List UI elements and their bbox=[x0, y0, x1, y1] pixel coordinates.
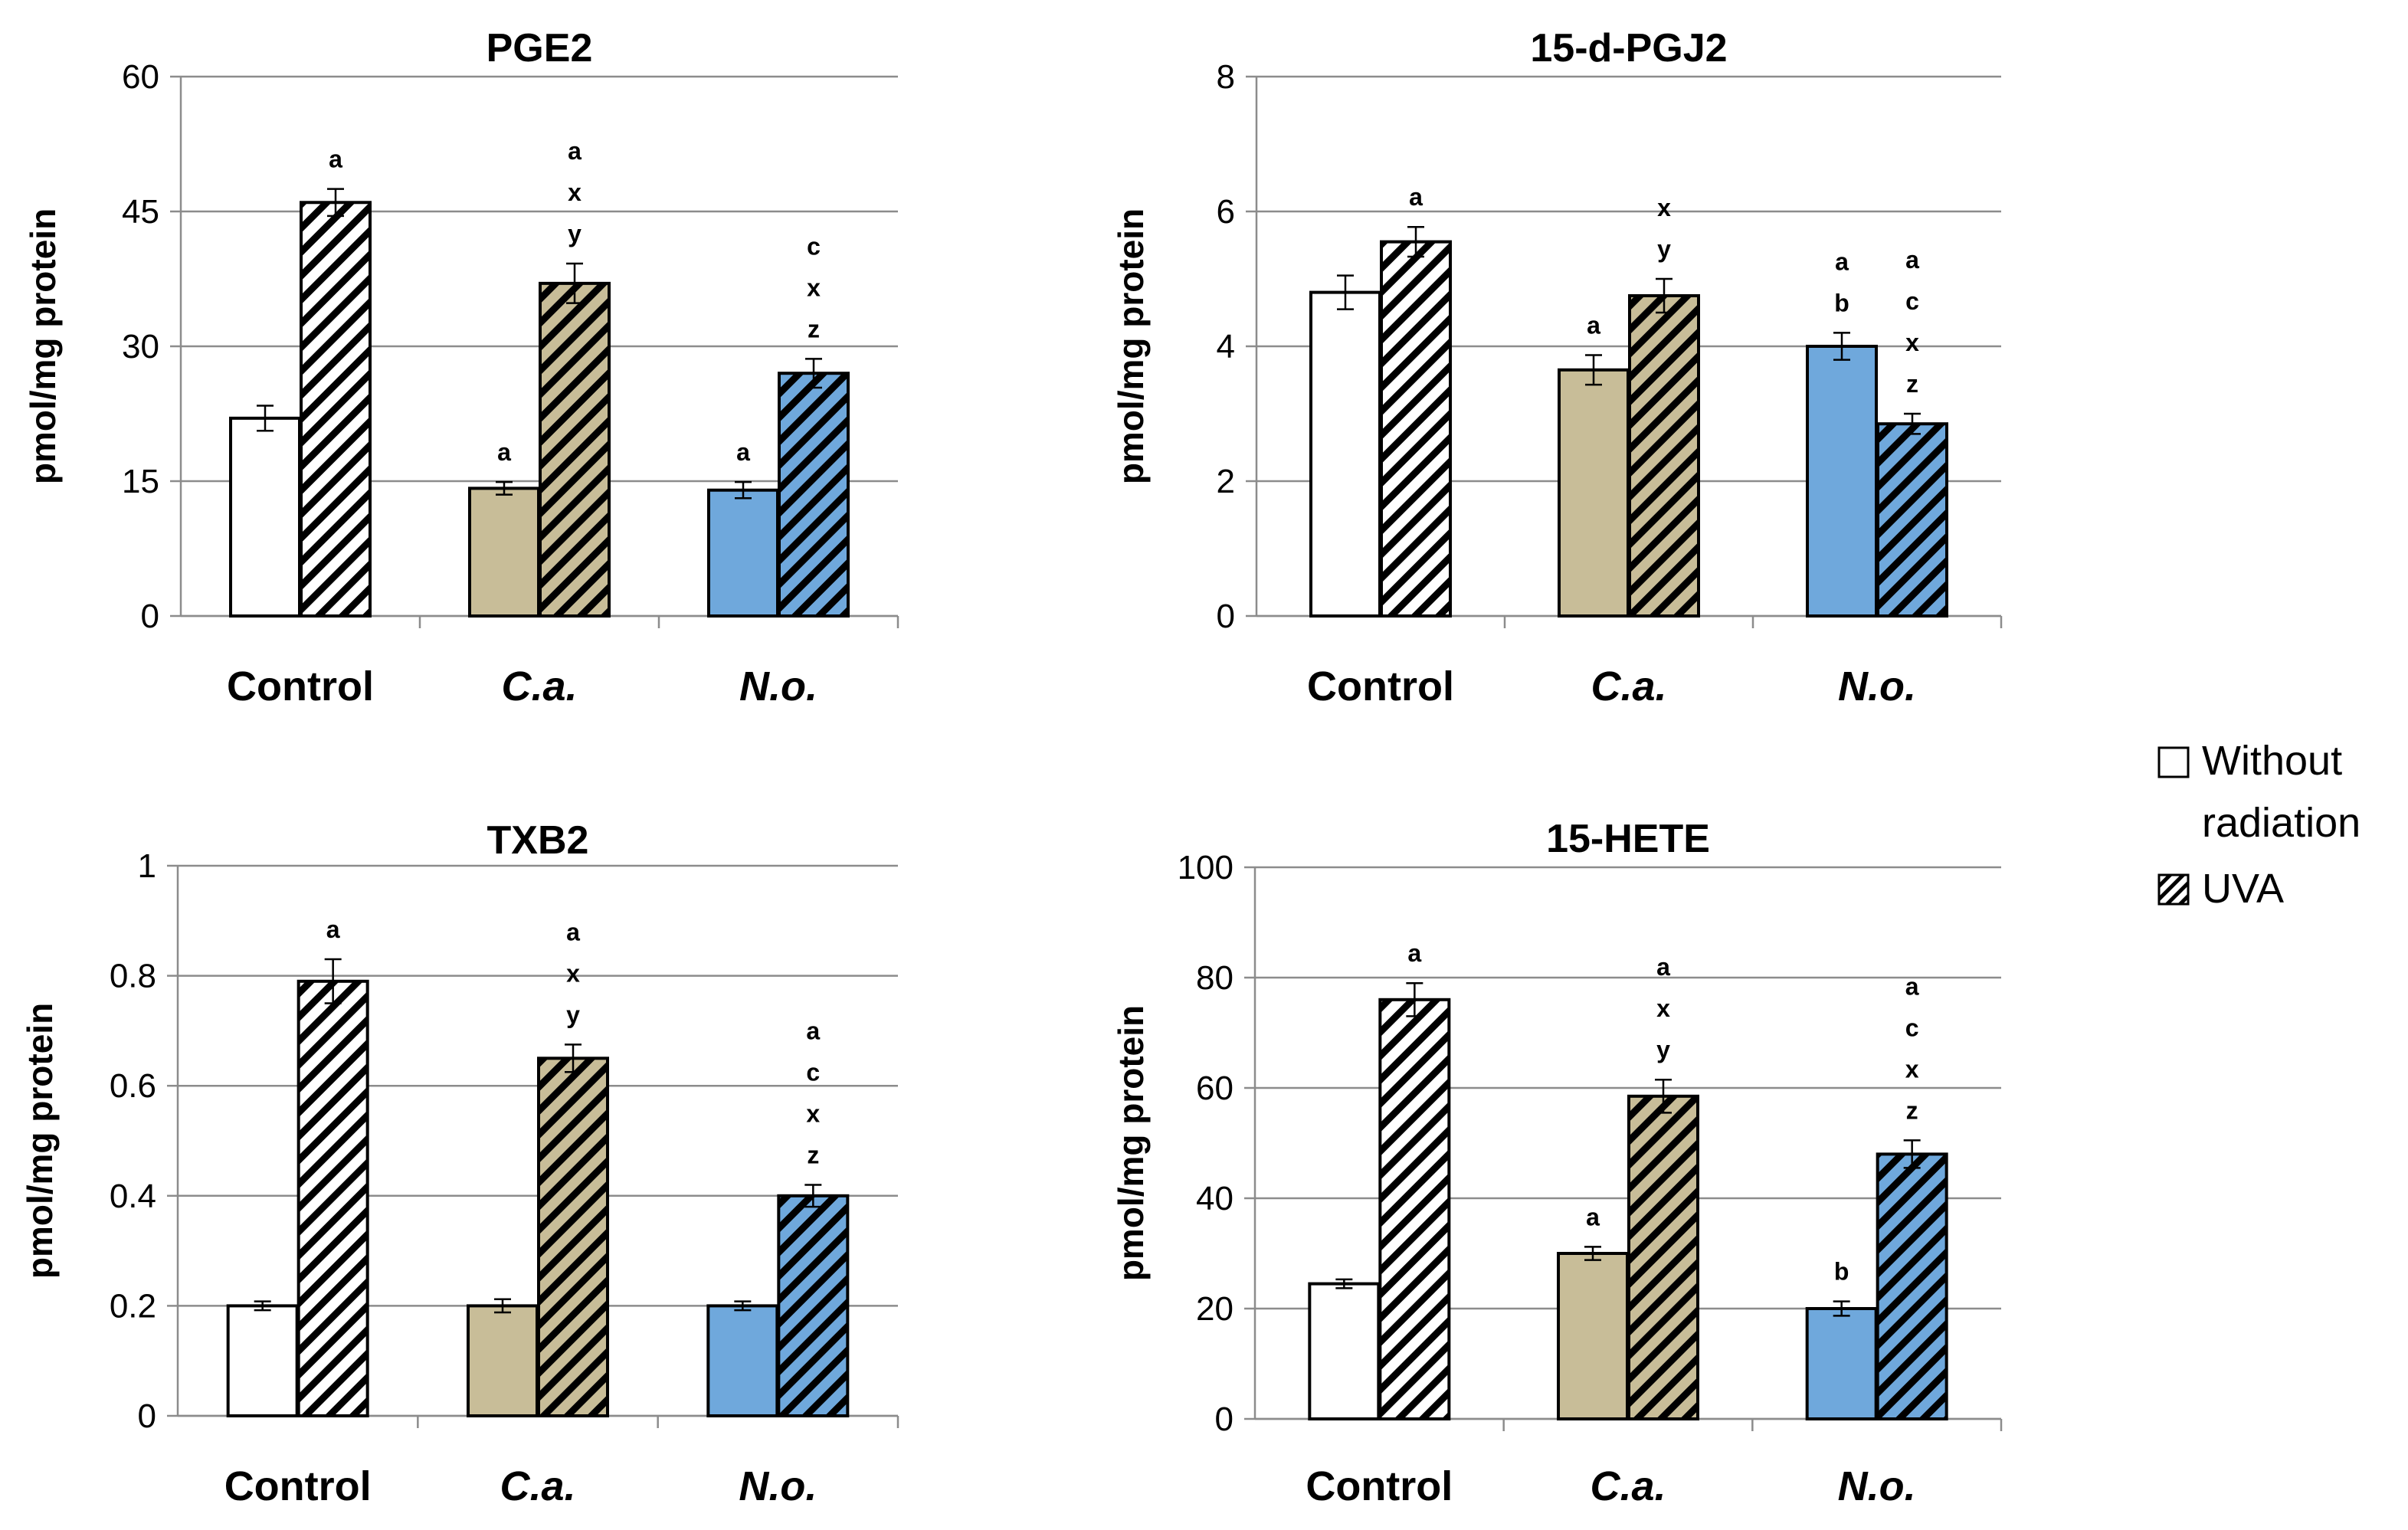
y-tick-label: 60 bbox=[122, 58, 159, 96]
category-label: C.a. bbox=[501, 663, 577, 709]
y-tick-label: 1 bbox=[138, 847, 156, 885]
bar-uva bbox=[1876, 1152, 1948, 1421]
category-label: Control bbox=[224, 1463, 372, 1509]
bar-without-radiation bbox=[1308, 1282, 1381, 1420]
y-tick-label: 8 bbox=[1217, 58, 1235, 96]
bar-without-radiation bbox=[1805, 1307, 1878, 1420]
y-tick-label: 0 bbox=[1217, 598, 1235, 635]
bar-without-radiation bbox=[468, 487, 540, 618]
bar-without-radiation bbox=[226, 1304, 299, 1418]
bar-uva bbox=[296, 979, 369, 1417]
category-label: Control bbox=[227, 663, 374, 709]
bar-without-radiation bbox=[1558, 368, 1630, 618]
y-axis-label: pmol/mg protein bbox=[23, 208, 63, 484]
bar-without-radiation bbox=[1309, 290, 1381, 618]
y-tick-label: 2 bbox=[1217, 463, 1235, 500]
category-label: Control bbox=[1307, 663, 1454, 709]
legend-swatch-uva bbox=[2157, 873, 2190, 906]
bar-without-radiation bbox=[467, 1304, 539, 1418]
y-tick-label: 100 bbox=[1178, 849, 1233, 886]
bar-without-radiation bbox=[707, 488, 779, 618]
bar-uva bbox=[1628, 294, 1700, 618]
category-label: N.o. bbox=[739, 663, 817, 709]
significance-label: a bbox=[497, 438, 511, 466]
y-tick-label: 0.6 bbox=[110, 1067, 156, 1105]
significance-label: a bbox=[1587, 311, 1600, 339]
chart-title: 15-HETE bbox=[1546, 817, 1710, 861]
y-tick-label: 0.2 bbox=[110, 1287, 156, 1325]
category-label: N.o. bbox=[1838, 663, 1916, 709]
y-tick-label: 15 bbox=[122, 463, 159, 500]
bar-uva bbox=[777, 1194, 850, 1418]
chart-title: 15-d-PGJ2 bbox=[1530, 26, 1727, 70]
significance-label: a bbox=[329, 146, 342, 173]
significance-label: b bbox=[1834, 1258, 1849, 1286]
bar-without-radiation bbox=[1806, 345, 1878, 618]
y-axis-label: pmol/mg protein bbox=[1111, 208, 1151, 484]
y-tick-label: 20 bbox=[1196, 1290, 1233, 1328]
bar-uva bbox=[537, 1057, 609, 1418]
bar-uva bbox=[1378, 998, 1451, 1421]
legend-label-without-radiation-line1: Without bbox=[2202, 738, 2342, 784]
category-label: N.o. bbox=[1838, 1463, 1916, 1509]
significance-label: a bbox=[326, 916, 340, 943]
y-tick-label: 0.4 bbox=[110, 1178, 156, 1215]
legend-label-without-radiation-line2: radiation bbox=[2202, 800, 2360, 846]
legend-label-uva: UVA bbox=[2202, 866, 2284, 912]
y-tick-label: 6 bbox=[1217, 193, 1235, 231]
legend: Without radiation UVA bbox=[2157, 738, 2360, 912]
chart-title: TXB2 bbox=[487, 818, 589, 863]
bar-without-radiation bbox=[229, 416, 301, 618]
bar-without-radiation bbox=[1557, 1252, 1629, 1420]
y-tick-label: 40 bbox=[1196, 1180, 1233, 1217]
significance-label: a bbox=[736, 438, 750, 466]
y-tick-label: 45 bbox=[122, 193, 159, 231]
bar-uva bbox=[778, 372, 850, 618]
category-label: C.a. bbox=[500, 1463, 575, 1509]
chart-panel-1: 0 2 4 6 8 15-d-PGJ2 pmol/mg protein Control a C.a… bbox=[1111, 26, 2003, 709]
chart-panel-0: 0 15 30 45 60 PGE2 pmol/mg protein Control a C.a.… bbox=[23, 26, 899, 709]
chart-title: PGE2 bbox=[487, 26, 593, 70]
chart-panel-2: 0 0.2 0.4 0.6 0.8 1 TXB2 pmol/mg protein Control… bbox=[20, 818, 899, 1509]
y-axis-label: pmol/mg protein bbox=[20, 1003, 60, 1279]
y-tick-label: 60 bbox=[1196, 1070, 1233, 1107]
bar-uva bbox=[1876, 422, 1948, 618]
bar-uva bbox=[539, 281, 611, 618]
category-label: C.a. bbox=[1590, 1463, 1666, 1509]
chart-panel-3: 0 20 40 60 80 100 15-HETE pmol/mg protein Contro… bbox=[1111, 817, 2003, 1509]
y-tick-label: 0 bbox=[1215, 1401, 1233, 1438]
bar-uva bbox=[300, 201, 372, 618]
bar-uva bbox=[1380, 240, 1452, 618]
significance-label: a bbox=[1407, 939, 1421, 967]
category-label: N.o. bbox=[739, 1463, 817, 1509]
category-label: Control bbox=[1306, 1463, 1453, 1509]
y-tick-label: 0 bbox=[138, 1397, 156, 1435]
category-label: C.a. bbox=[1591, 663, 1666, 709]
y-axis-label: pmol/mg protein bbox=[1111, 1005, 1151, 1281]
significance-label: a bbox=[1586, 1203, 1600, 1230]
bar-without-radiation bbox=[706, 1304, 779, 1418]
y-tick-label: 0.8 bbox=[110, 958, 156, 995]
y-tick-label: 30 bbox=[122, 328, 159, 365]
y-tick-label: 80 bbox=[1196, 959, 1233, 997]
y-tick-label: 0 bbox=[141, 598, 159, 635]
y-tick-label: 4 bbox=[1217, 328, 1235, 365]
significance-label: a bbox=[1409, 183, 1423, 211]
bar-uva bbox=[1627, 1094, 1699, 1421]
legend-swatch-without-radiation bbox=[2157, 746, 2190, 778]
